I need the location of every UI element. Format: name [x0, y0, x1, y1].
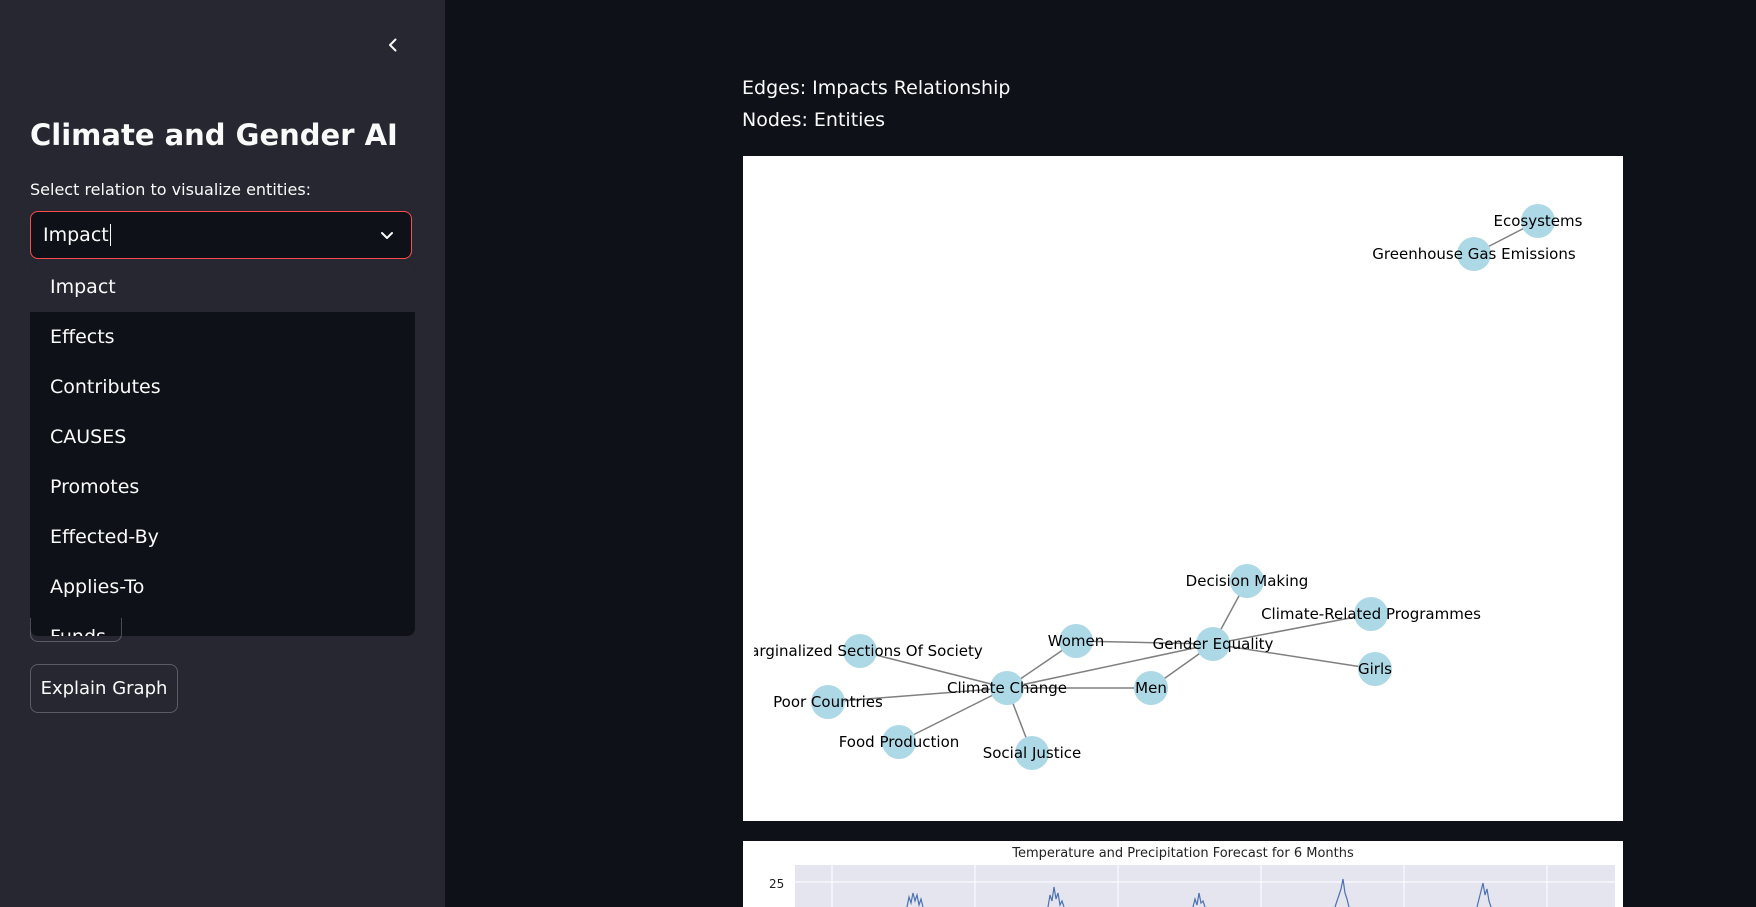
- graph-node-crp: [1354, 597, 1388, 631]
- graph-node-decision: [1230, 564, 1264, 598]
- sidebar: Climate and Gender AI Select relation to…: [0, 0, 445, 907]
- forecast-spike-1: [906, 892, 924, 907]
- graph-label-men: Men: [1135, 679, 1167, 697]
- graph-edge-women-gender: [1075, 640, 1214, 645]
- forecast-spike-4: [1334, 878, 1350, 907]
- nodes-description: Nodes: Entities: [742, 109, 886, 131]
- chevron-down-icon[interactable]: [379, 227, 395, 243]
- forecast-plot-svg: [795, 865, 1615, 907]
- option-effects[interactable]: Effects: [50, 326, 115, 348]
- graph-label-gender: Gender Equality: [1153, 635, 1274, 653]
- text-cursor: [109, 224, 111, 246]
- graph-node-women: [1059, 624, 1093, 658]
- graph-label-justice: Social Justice: [983, 744, 1082, 762]
- relation-select-label: Select relation to visualize entities:: [30, 180, 312, 199]
- relation-dropdown-menu[interactable]: Impact Effects Contributes CAUSES Promot…: [30, 262, 415, 636]
- graph-edge-climate-gender: [1006, 643, 1214, 689]
- graph-node-gender: [1196, 627, 1230, 661]
- graph-node-justice: [1015, 736, 1049, 770]
- entity-graph: Ecosystems Greenhouse Gas Emissions Decisi…: [743, 156, 1623, 821]
- relation-select[interactable]: Impact: [30, 211, 412, 259]
- option-applies-to[interactable]: Applies-To: [50, 576, 145, 598]
- relation-select-value[interactable]: Impact: [43, 224, 109, 246]
- graph-node-ghg: [1457, 237, 1491, 271]
- option-impact[interactable]: Impact: [30, 262, 415, 312]
- graph-label-climate: Climate Change: [947, 679, 1067, 697]
- graph-label-girls: Girls: [1358, 660, 1392, 678]
- graph-label-marginalized: Marginalized Sections Of Society: [743, 642, 983, 660]
- graph-label-ecosystems: Ecosystems: [1494, 212, 1583, 230]
- graph-label-food: Food Production: [839, 733, 960, 751]
- forecast-spike-2: [1047, 886, 1065, 907]
- option-funds[interactable]: Funds: [30, 612, 415, 636]
- graph-node-men: [1134, 671, 1168, 705]
- explain-graph-button[interactable]: Explain Graph: [30, 664, 178, 713]
- forecast-plot-area: [795, 865, 1615, 907]
- forecast-y-tick: 25: [769, 877, 785, 891]
- graph-node-poor: [811, 685, 845, 719]
- graph-label-women: Women: [1048, 632, 1104, 650]
- collapse-sidebar-button[interactable]: [378, 30, 408, 60]
- graph-node-marginalized: [843, 634, 877, 668]
- option-causes[interactable]: CAUSES: [50, 426, 127, 448]
- graph-node-food: [882, 725, 916, 759]
- graph-edge-gender-crp: [1212, 613, 1372, 645]
- option-promotes[interactable]: Promotes: [50, 476, 140, 498]
- graph-node-girls: [1358, 652, 1392, 686]
- graph-edge-climate-marginalized: [859, 650, 1008, 689]
- entity-graph-canvas: Ecosystems Greenhouse Gas Emissions Decisi…: [743, 204, 1583, 770]
- option-effected-by[interactable]: Effected-By: [50, 526, 159, 548]
- forecast-chart: Temperature and Precipitation Forecast f…: [743, 841, 1623, 907]
- graph-node-climate: [990, 671, 1024, 705]
- forecast-spike-5: [1476, 882, 1492, 907]
- chevron-left-icon: [389, 38, 397, 52]
- edges-description: Edges: Impacts Relationship: [742, 77, 1011, 99]
- graph-label-decision: Decision Making: [1186, 572, 1309, 590]
- graph-label-poor: Poor Countries: [773, 693, 883, 711]
- forecast-chart-title: Temperature and Precipitation Forecast f…: [1012, 846, 1354, 861]
- forecast-spike-3: [1192, 892, 1206, 907]
- hidden-button-edge: [30, 618, 122, 642]
- option-contributes[interactable]: Contributes: [50, 376, 161, 398]
- graph-label-crp: Climate-Related Programmes: [1261, 605, 1481, 623]
- graph-edge-gender-girls: [1212, 643, 1376, 670]
- graph-label-ghg: Greenhouse Gas Emissions: [1372, 245, 1576, 263]
- graph-edge-climate-poor: [827, 687, 1008, 703]
- app-title: Climate and Gender AI: [30, 118, 398, 152]
- graph-node-ecosystems: [1521, 204, 1555, 238]
- graph-edge-climate-food: [898, 687, 1008, 743]
